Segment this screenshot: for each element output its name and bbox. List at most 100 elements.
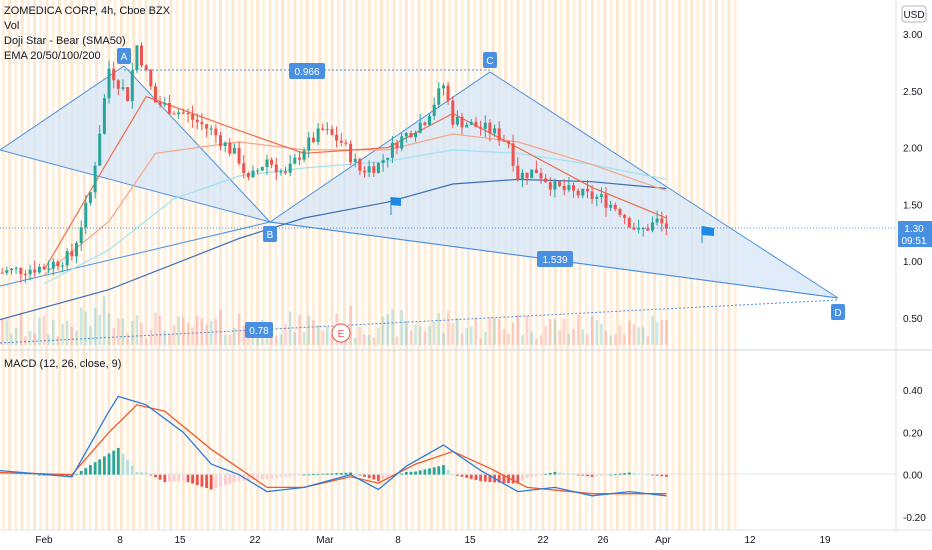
candle-body xyxy=(451,100,455,125)
macd-histogram-bar xyxy=(623,473,626,475)
macd-histogram-bar xyxy=(446,469,450,475)
macd-histogram-bar xyxy=(205,474,208,488)
session-band xyxy=(429,0,433,530)
volume-bar xyxy=(609,335,612,345)
volume-bar xyxy=(168,333,171,345)
macd-histogram-bar xyxy=(595,474,599,477)
macd-histogram-bar xyxy=(98,459,102,475)
indicator-doji[interactable]: Doji Star - Bear (SMA50) xyxy=(4,35,126,47)
time-axis[interactable]: Feb 8 15 22 Mar 8 15 22 26 Apr 12 19 xyxy=(0,529,932,546)
macd-histogram-bar xyxy=(497,474,501,483)
candle-body xyxy=(232,148,236,154)
macd-histogram-bar xyxy=(279,474,283,478)
candle-body xyxy=(339,140,343,143)
session-band xyxy=(510,0,514,530)
volume-bar xyxy=(182,317,185,345)
macd-histogram-bar xyxy=(65,474,69,477)
macd-histogram-bar xyxy=(483,474,487,482)
doji-flag-1 xyxy=(390,197,401,215)
candle-body xyxy=(42,266,46,269)
volume-bar xyxy=(223,334,227,345)
session-band xyxy=(349,0,353,530)
macd-histogram-bar xyxy=(632,473,636,475)
macd-histogram-bar xyxy=(33,474,37,476)
macd-histogram-bar xyxy=(154,474,157,478)
macd-histogram-bar xyxy=(544,473,548,475)
volume-bar xyxy=(270,337,273,345)
volume-bar xyxy=(163,330,167,345)
volume-bar xyxy=(372,337,376,345)
event-marker-e[interactable]: E xyxy=(331,323,351,343)
point-c-marker[interactable]: C xyxy=(483,52,497,68)
symbol-title[interactable]: ZOMEDICA CORP, 4h, Cboe BZX xyxy=(4,5,171,17)
candle-body xyxy=(372,166,376,173)
volume-bar xyxy=(511,322,515,345)
ema20-line xyxy=(43,95,667,271)
macd-histogram-bar xyxy=(548,472,552,475)
candle-body xyxy=(79,227,83,244)
session-band xyxy=(2,0,5,530)
macd-histogram-bar xyxy=(567,473,571,475)
macd-histogram-bar xyxy=(144,472,148,475)
candle-body xyxy=(655,218,659,223)
indicator-vol[interactable]: Vol xyxy=(4,20,20,32)
macd-tick-label: 0.40 xyxy=(903,386,923,397)
macd-histogram-bar xyxy=(121,453,125,475)
session-band xyxy=(82,0,86,530)
macd-histogram-bar xyxy=(93,462,97,475)
volume-bar xyxy=(112,328,115,345)
volume-bar xyxy=(98,314,101,345)
candle-body xyxy=(321,128,325,130)
volume-bar xyxy=(284,323,287,345)
candles xyxy=(0,42,668,283)
macd-histogram-bar xyxy=(228,474,232,484)
candle-body xyxy=(381,159,385,163)
session-band xyxy=(392,0,396,530)
session-band xyxy=(20,0,24,530)
point-d-marker[interactable]: D xyxy=(831,304,845,320)
price-axis[interactable]: 3.00 2.50 2.00 1.50 1.00 0.50 0.40 0.20 0.00 -0.… xyxy=(895,0,932,530)
volume-bar xyxy=(233,327,236,345)
macd-histogram-bar xyxy=(367,474,371,479)
price-tick-label: 1.00 xyxy=(903,257,923,268)
pattern-line-xb xyxy=(0,221,271,287)
point-a-marker[interactable]: A xyxy=(117,48,131,64)
candle-body xyxy=(516,165,520,180)
volume-bar xyxy=(641,327,645,345)
macd-histogram-bar xyxy=(233,474,236,483)
candle-body xyxy=(530,169,534,179)
session-band xyxy=(355,0,359,530)
session-band xyxy=(398,0,402,530)
ratio-label-0966[interactable]: 0.966 xyxy=(289,63,325,79)
point-b-marker[interactable]: B xyxy=(263,226,277,242)
macd-histogram-bar xyxy=(456,474,459,476)
macd-histogram-bar xyxy=(530,474,534,477)
ratio-label-1539[interactable]: 1.539 xyxy=(537,251,573,267)
volume-bar xyxy=(405,320,408,345)
candle-body xyxy=(483,122,487,129)
ratio-label-078[interactable]: 0.78 xyxy=(245,322,273,338)
volume-bar xyxy=(567,333,571,345)
session-band xyxy=(206,0,210,530)
session-band xyxy=(318,0,322,530)
session-band xyxy=(237,0,241,530)
macd-histogram-bar xyxy=(335,473,338,475)
indicator-ema[interactable]: EMA 20/50/100/200 xyxy=(4,50,101,62)
candle-body xyxy=(646,228,650,231)
candle-body xyxy=(604,194,608,208)
session-band xyxy=(491,0,495,530)
volume-bar xyxy=(265,334,269,345)
volume-bar xyxy=(47,334,50,345)
macd-title[interactable]: MACD (12, 26, close, 9) xyxy=(4,358,122,370)
volume-bar xyxy=(302,332,306,345)
macd-histogram-bar xyxy=(191,474,194,484)
candle-body xyxy=(525,172,529,179)
macd-histogram-bar xyxy=(525,474,529,478)
macd-tick-label: 0.00 xyxy=(903,471,923,482)
candle-body xyxy=(37,266,41,273)
volume-bar xyxy=(660,319,664,345)
candle-body xyxy=(325,129,329,130)
macd-histogram-bar xyxy=(460,474,464,477)
candle-body xyxy=(51,261,55,269)
